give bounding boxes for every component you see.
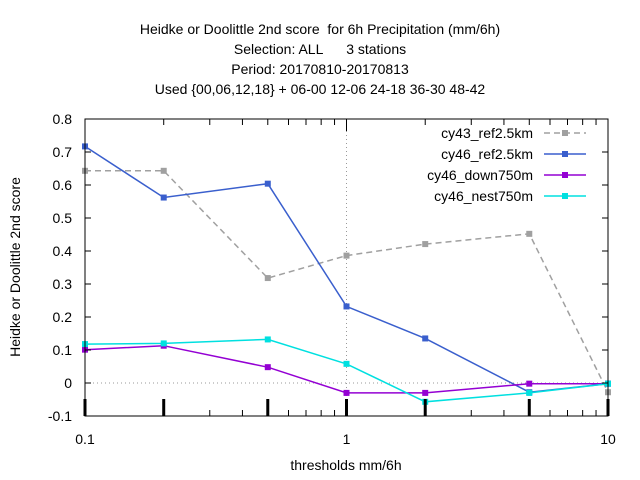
legend-label: cy46_ref2.5km: [441, 146, 533, 162]
data-point: [343, 252, 350, 259]
grid: [85, 119, 608, 416]
legend-swatch-marker: [562, 151, 568, 157]
y-tick-label: 0.8: [53, 111, 73, 127]
y-tick-label: 0.2: [53, 309, 73, 325]
legend-swatch-marker: [562, 172, 568, 178]
title-line-1: Heidke or Doolittle 2nd score for 6h Pre…: [139, 21, 501, 37]
axes: -0.1 0 0.1 0.2 0.3 0.4 0.5 0.6 0.7 0.8 0.1 1 10: [48, 111, 616, 447]
x-tick-label: 10: [600, 431, 616, 447]
y-tick-label: 0: [64, 375, 72, 391]
data-point: [526, 230, 533, 237]
title-line-4: Used {00,06,12,18} + 06-00 12-06 24-18 3…: [154, 81, 486, 97]
y-tick-label: 0.6: [53, 177, 73, 193]
x-tick-label: 1: [343, 431, 351, 447]
y-tick-label: -0.1: [48, 408, 72, 424]
y-tick-label: 0.1: [53, 342, 73, 358]
data-point: [343, 389, 350, 396]
legend: cy43_ref2.5km cy46_ref2.5km cy46_down750mc…: [427, 125, 586, 204]
data-point: [160, 340, 167, 347]
title-line-2: Selection: ALL 3 stations: [233, 41, 407, 57]
legend-swatch-marker: [562, 130, 568, 136]
data-point: [160, 194, 167, 201]
data-point: [422, 389, 429, 396]
data-point: [526, 380, 533, 387]
x-tick-label: 0.1: [75, 431, 95, 447]
legend-label: cy43_ref2.5km: [441, 125, 533, 141]
y-tick-label: 0.3: [53, 276, 73, 292]
y-axis-label: Heidke or Doolittle 2nd score: [7, 177, 23, 357]
legend-swatch-marker: [562, 193, 568, 199]
data-point: [264, 336, 271, 343]
title-line-3: Period: 20170810-20170813: [231, 61, 409, 77]
y-tick-label: 0.5: [53, 210, 73, 226]
data-point: [264, 275, 271, 282]
data-point: [264, 180, 271, 187]
series-line-cy43_ref2.5km: [85, 170, 609, 393]
y-tick-label: 0.7: [53, 144, 73, 160]
data-point: [422, 241, 429, 248]
data-point: [264, 364, 271, 371]
legend-label: cy46_nest750m: [434, 188, 533, 204]
data-point: [422, 335, 429, 342]
data-point: [526, 389, 533, 396]
data-point: [343, 360, 350, 367]
legend-label: cy46_down750m: [427, 167, 533, 183]
data-point: [160, 167, 167, 174]
y-tick-label: 0.4: [53, 243, 73, 259]
data-point: [343, 303, 350, 310]
x-axis-label: thresholds mm/6h: [290, 457, 401, 473]
